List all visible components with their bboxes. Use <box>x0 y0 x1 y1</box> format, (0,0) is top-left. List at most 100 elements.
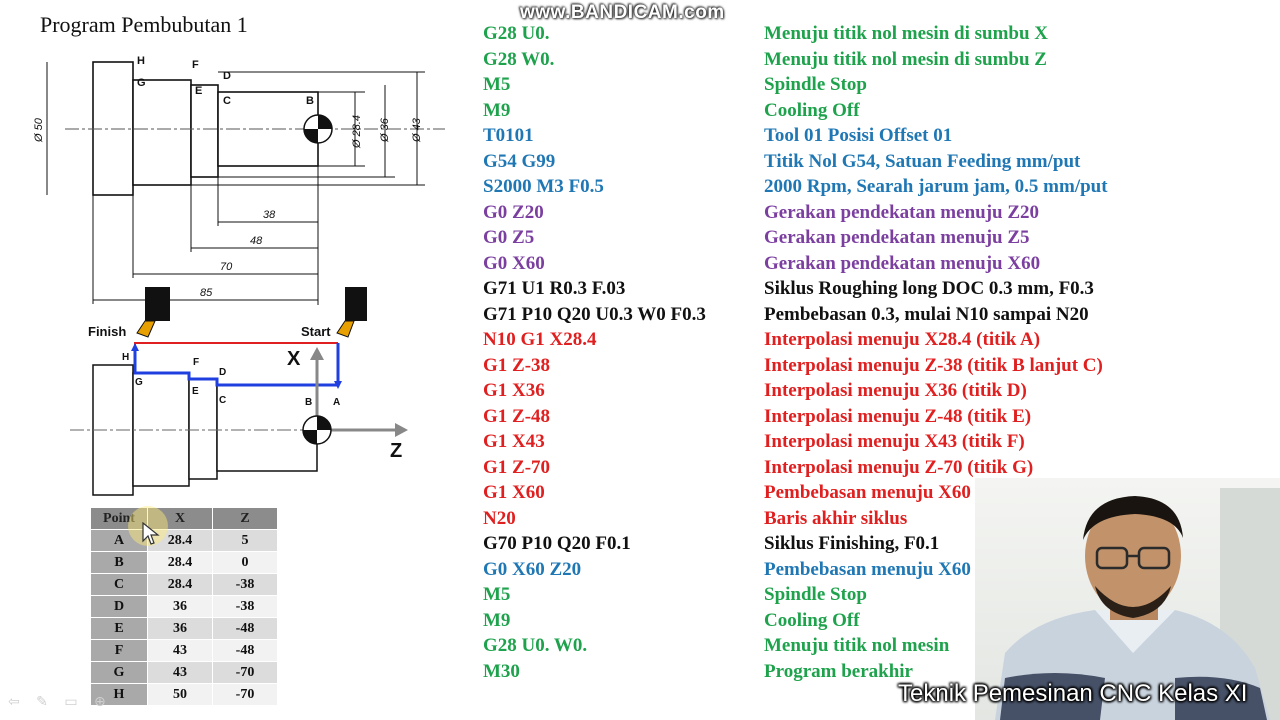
diameter-28-label: Ø 28.4 <box>351 115 363 149</box>
table-row: B 28.4 0 <box>90 551 278 574</box>
gcode-comment: Gerakan pendekatan menuju X60 <box>764 253 1041 274</box>
gcode-comment: Titik Nol G54, Satuan Feeding mm/put <box>764 151 1081 172</box>
cell-z: -48 <box>212 639 278 662</box>
gcode-comment: Siklus Finishing, F0.1 <box>764 533 940 554</box>
table-row: E 36 -48 <box>90 617 278 640</box>
cell-point: G <box>90 661 148 684</box>
gcode-comment: Cooling Off <box>764 610 860 631</box>
drawing-point-b: B <box>306 95 314 107</box>
diameter-50-label: Ø 50 <box>33 117 45 143</box>
start-tool-icon <box>336 287 367 338</box>
gcode-comment: Menuju titik nol mesin di sumbu Z <box>764 49 1047 70</box>
header-x: X <box>147 507 213 530</box>
cell-x: 28.4 <box>147 529 213 552</box>
gcode-line: N10 G1 X28.4 <box>483 329 597 350</box>
gcode-comment: Interpolasi menuju X28.4 (titik A) <box>764 329 1041 350</box>
cell-z: -38 <box>212 573 278 596</box>
cell-x: 43 <box>147 661 213 684</box>
gcode-line: G1 X36 <box>483 380 545 401</box>
path-point-h: H <box>122 352 129 363</box>
length-48-label: 48 <box>250 235 263 247</box>
gcode-comment: Pembebasan menuju X60 <box>764 482 971 503</box>
drawing-point-d: D <box>223 70 231 82</box>
cell-z: 5 <box>212 529 278 552</box>
gcode-line: S2000 M3 F0.5 <box>483 176 604 197</box>
gcode-comment: Spindle Stop <box>764 74 867 95</box>
finish-tool-icon <box>136 287 170 338</box>
gcode-comment: Baris akhir siklus <box>764 508 908 529</box>
cell-x: 50 <box>147 683 213 706</box>
gcode-line: N20 <box>483 508 516 529</box>
gcode-comment: Spindle Stop <box>764 584 867 605</box>
gcode-comment: Siklus Roughing long DOC 0.3 mm, F0.3 <box>764 278 1094 299</box>
gcode-comment: Menuju titik nol mesin <box>764 635 950 656</box>
header-z: Z <box>212 507 278 530</box>
path-point-f: F <box>193 357 199 368</box>
gcode-comment: Interpolasi menuju Z-38 (titik B lanjut … <box>764 355 1103 376</box>
x-axis-label: X <box>287 348 301 370</box>
gcode-line: G28 U0. <box>483 23 550 44</box>
cell-point: E <box>90 617 148 640</box>
gcode-comment: Interpolasi menuju X43 (titik F) <box>764 431 1025 452</box>
gcode-line: M5 <box>483 584 511 605</box>
drawing-point-f: F <box>192 59 199 71</box>
cell-z: -70 <box>212 661 278 684</box>
gcode-comment: Program berakhir <box>764 661 913 682</box>
gcode-line: G0 Z20 <box>483 202 544 223</box>
gcode-line: G71 U1 R0.3 F.03 <box>483 278 626 299</box>
gcode-line: M9 <box>483 610 511 631</box>
table-row: G 43 -70 <box>90 661 278 684</box>
gcode-line: T0101 <box>483 125 534 146</box>
table-row: D 36 -38 <box>90 595 278 618</box>
drawing-point-c: C <box>223 95 231 107</box>
drawing-point-e: E <box>195 85 202 97</box>
origin-symbol <box>302 415 332 445</box>
cell-point: A <box>90 529 148 552</box>
gcode-line: G71 P10 Q20 U0.3 W0 F0.3 <box>483 304 706 325</box>
gcode-line: G28 U0. W0. <box>483 635 588 656</box>
rapid-path <box>134 342 338 349</box>
gcode-comment: Interpolasi menuju Z-48 (titik E) <box>764 406 1032 427</box>
path-point-c: C <box>219 395 226 406</box>
gcode-line: G1 Z-70 <box>483 457 551 478</box>
path-point-b: B <box>305 397 312 408</box>
cell-point: H <box>90 683 148 706</box>
part-drawing: H G F E D C B Ø 50 Ø 28.4 Ø 36 Ø 43 38 4… <box>33 55 445 305</box>
gcode-comment: Pembebasan menuju X60 Z20 <box>764 559 1008 580</box>
origin-symbol <box>303 114 333 144</box>
gcode-line: G28 W0. <box>483 49 555 70</box>
slide-title: Program Pembubutan 1 <box>40 12 248 37</box>
table-row: H 50 -70 <box>90 683 278 706</box>
course-caption: Teknik Pemesinan CNC Kelas XI <box>898 680 1248 707</box>
table-row: A 28.4 5 <box>90 529 278 552</box>
length-85-label: 85 <box>200 287 213 299</box>
gcode-comment: Interpolasi menuju X36 (titik D) <box>764 380 1027 401</box>
path-point-a: A <box>333 397 340 408</box>
table-row: F 43 -48 <box>90 639 278 662</box>
drawing-point-g: G <box>137 77 146 89</box>
gcode-comment: 2000 Rpm, Searah jarum jam, 0.5 mm/put <box>764 176 1108 197</box>
cell-z: -70 <box>212 683 278 706</box>
path-point-e: E <box>192 386 199 397</box>
gcode-comment: Tool 01 Posisi Offset 01 <box>764 125 953 146</box>
gcode-comment: Interpolasi menuju Z-70 (titik G) <box>764 457 1034 478</box>
finish-label: Finish <box>88 324 126 339</box>
gcode-comment: Gerakan pendekatan menuju Z5 <box>764 227 1030 248</box>
coordinate-table: Point X Z A 28.4 5 B 28.4 0 C 28.4 -38 D 36 -38 … <box>90 507 278 706</box>
path-point-d: D <box>219 367 226 378</box>
cell-point: F <box>90 639 148 662</box>
part-section-e <box>190 84 219 178</box>
gcode-line: G0 X60 <box>483 253 545 274</box>
length-38-label: 38 <box>263 209 276 221</box>
cell-z: 0 <box>212 551 278 574</box>
toolpath-diagram: Finish Start X Z H G F E D C B A <box>70 287 408 496</box>
gcode-comment: Menuju titik nol mesin di sumbu X <box>764 23 1049 44</box>
cell-point: C <box>90 573 148 596</box>
slide-nav-icons[interactable]: ⇦ ✎ ▭ ⊕ <box>8 694 112 710</box>
gcode-comment: Cooling Off <box>764 100 860 121</box>
gcode-line: G70 P10 Q20 F0.1 <box>483 533 631 554</box>
slide-nav-toolbar[interactable]: ⇦ ✎ ▭ ⊕ <box>8 694 112 710</box>
table-header-row: Point X Z <box>90 507 278 530</box>
path-point-g: G <box>135 377 143 388</box>
drawing-point-h: H <box>137 55 145 67</box>
